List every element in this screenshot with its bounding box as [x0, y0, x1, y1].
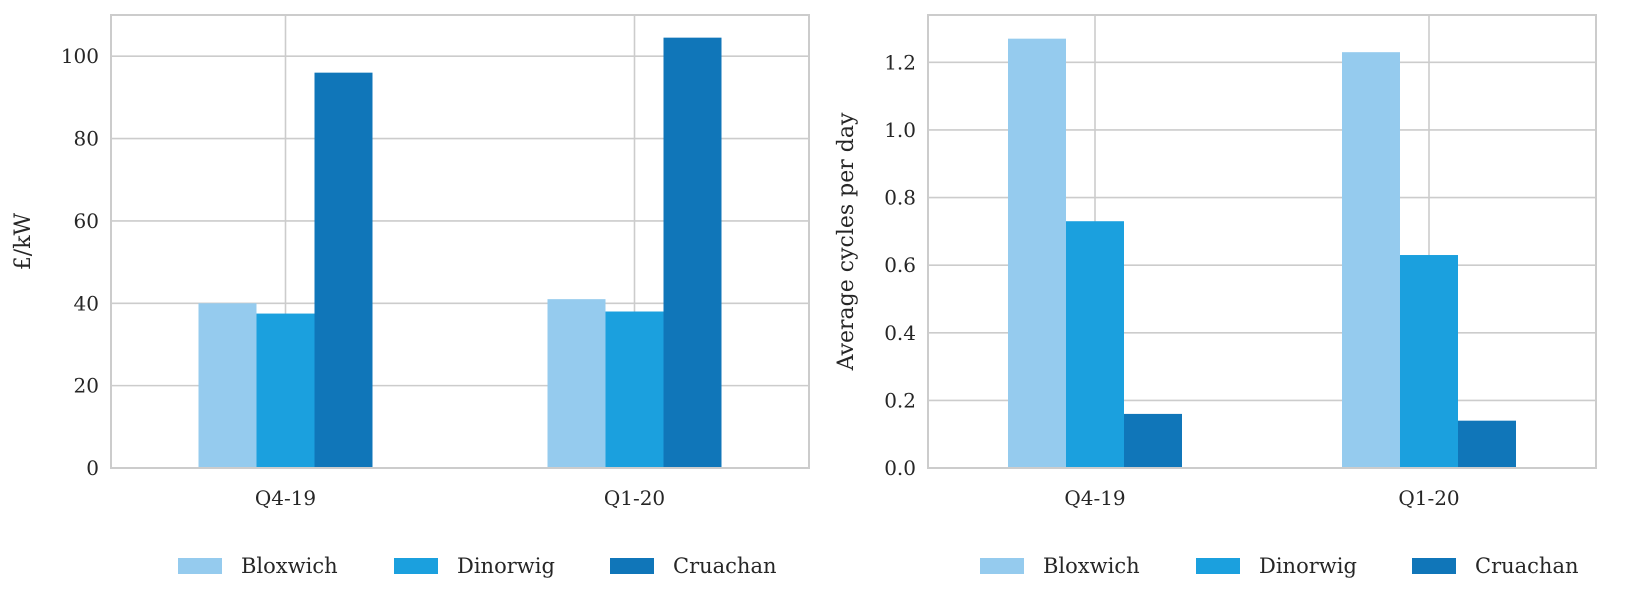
- legend-swatch-bloxwich: [980, 558, 1024, 574]
- legend-swatch-bloxwich: [178, 558, 222, 574]
- y-tick-label: 60: [74, 209, 99, 233]
- y-tick-label: 80: [74, 127, 99, 151]
- legend-swatch-cruachan: [610, 558, 654, 574]
- bar-bloxwich-q4-19: [1008, 38, 1066, 468]
- y-tick-label: 1.0: [884, 118, 916, 142]
- y-tick-label: 0.4: [884, 321, 916, 345]
- legend-label-bloxwich: Bloxwich: [1043, 554, 1140, 578]
- bar-dinorwig-q4-19: [256, 313, 315, 468]
- x-tick-label: Q4-19: [255, 486, 316, 510]
- y-axis-label: Average cycles per day: [834, 112, 859, 371]
- x-tick-label: Q1-20: [604, 486, 665, 510]
- y-tick-label: 0.2: [884, 388, 916, 412]
- bar-cruachan-q1-20: [663, 37, 722, 469]
- bar-bloxwich-q1-20: [547, 299, 606, 468]
- y-tick-label: 0.0: [884, 456, 916, 480]
- legend-swatch-dinorwig: [394, 558, 438, 574]
- y-tick-label: 40: [74, 291, 99, 315]
- plot-frame: [927, 14, 1597, 469]
- legend-label-dinorwig: Dinorwig: [1259, 554, 1357, 578]
- y-tick-label: 1.2: [884, 50, 916, 74]
- legend-label-bloxwich: Bloxwich: [241, 554, 338, 578]
- y-tick-label: 20: [74, 374, 99, 398]
- y-tick-label: 0: [86, 456, 99, 480]
- bar-cruachan-q4-19: [1124, 413, 1182, 468]
- chart-panel-2: 0.0 0.2 0.4 0.6 0.8 1.0 1.2 Q4-19 Q1-20 Average c…: [834, 14, 1597, 578]
- bar-bloxwich-q4-19: [198, 303, 257, 468]
- legend-swatch-dinorwig: [1196, 558, 1240, 574]
- y-tick-label: 0.8: [884, 186, 916, 210]
- legend: Bloxwich Dinorwig Cruachan: [178, 554, 776, 578]
- legend-swatch-cruachan: [1412, 558, 1456, 574]
- legend-label-dinorwig: Dinorwig: [457, 554, 555, 578]
- x-tick-label: Q1-20: [1398, 486, 1459, 510]
- bar-dinorwig-q1-20: [605, 311, 664, 468]
- bar-cruachan-q4-19: [314, 72, 373, 469]
- bar-bloxwich-q1-20: [1342, 52, 1400, 469]
- y-tick-label: 0.6: [884, 253, 916, 277]
- y-tick-label: 100: [61, 44, 99, 68]
- legend: Bloxwich Dinorwig Cruachan: [980, 554, 1578, 578]
- chart-panel-1: 0 20 40 60 80 100 Q4-19 Q1-20 £/kW Bloxwich Dinorw…: [11, 14, 810, 578]
- legend-label-cruachan: Cruachan: [1475, 554, 1578, 578]
- bar-cruachan-q1-20: [1458, 420, 1516, 468]
- plot-frame: [110, 14, 810, 469]
- bar-dinorwig-q1-20: [1400, 255, 1458, 468]
- bar-dinorwig-q4-19: [1066, 221, 1124, 468]
- y-axis-label: £/kW: [11, 212, 36, 270]
- legend-label-cruachan: Cruachan: [673, 554, 776, 578]
- x-tick-label: Q4-19: [1064, 486, 1125, 510]
